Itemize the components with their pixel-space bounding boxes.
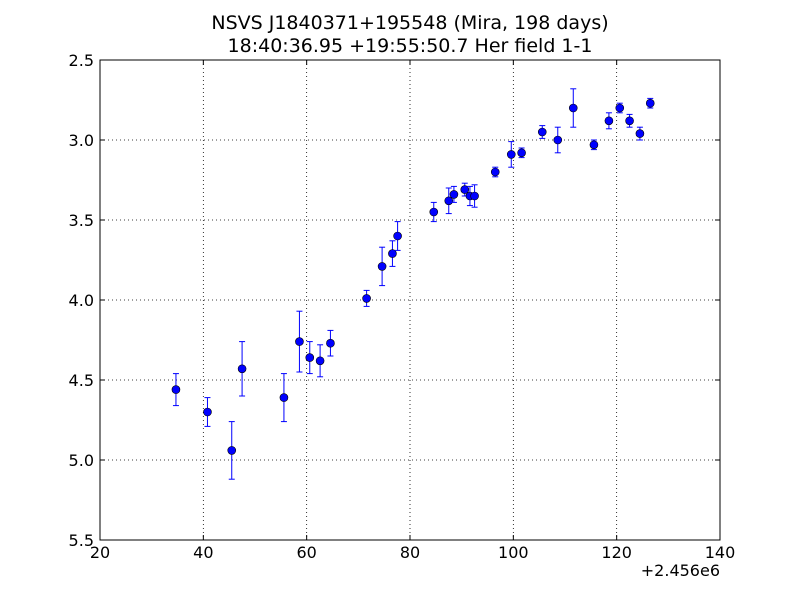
- y-tick-label: 4.5: [69, 371, 94, 390]
- data-point: [568, 88, 578, 128]
- data-point: [362, 289, 371, 307]
- data-point: [305, 341, 315, 375]
- data-marker: [568, 103, 578, 113]
- data-marker: [326, 338, 335, 348]
- grid: [100, 60, 720, 540]
- data-marker: [279, 393, 289, 402]
- x-tick-label: 40: [193, 543, 213, 562]
- data-marker: [460, 185, 470, 194]
- data-point: [490, 166, 500, 178]
- data-marker: [537, 127, 547, 137]
- data-point: [553, 126, 563, 154]
- data-marker: [203, 407, 212, 417]
- data-marker: [449, 190, 459, 199]
- data-marker: [645, 98, 655, 108]
- data-marker: [553, 135, 563, 145]
- data-point: [429, 201, 439, 223]
- data-marker: [227, 446, 237, 455]
- data-point: [444, 187, 454, 215]
- x-tick-label: 140: [705, 543, 736, 562]
- chart-title-line-2: 18:40:36.95 +19:55:50.7 Her field 1-1: [228, 35, 593, 57]
- y-tick-label: 3.5: [69, 211, 94, 230]
- data-point: [537, 125, 547, 139]
- data-point: [377, 246, 387, 287]
- data-marker: [377, 262, 387, 271]
- y-tick-label: 5.0: [69, 451, 94, 470]
- data-marker: [506, 150, 516, 159]
- data-point: [326, 329, 335, 357]
- data-point: [635, 126, 645, 141]
- data-marker: [305, 353, 315, 362]
- data-marker: [388, 249, 397, 258]
- data-point: [449, 185, 459, 203]
- data-marker: [362, 294, 371, 303]
- data-series: [171, 88, 655, 480]
- x-tick-label: 20: [90, 543, 110, 562]
- data-point: [604, 112, 614, 130]
- data-point: [388, 240, 397, 267]
- data-marker: [625, 116, 634, 126]
- data-marker: [171, 385, 181, 394]
- data-point: [237, 341, 247, 397]
- x-tick-label: 100: [498, 543, 529, 562]
- y-tick-label: 2.5: [69, 51, 94, 70]
- data-marker: [444, 196, 454, 206]
- data-point: [589, 139, 599, 151]
- data-marker: [604, 116, 614, 126]
- y-tick-label: 5.5: [69, 531, 94, 550]
- data-marker: [393, 231, 402, 241]
- x-axis-offset-label: +2.456e6: [641, 561, 720, 580]
- data-marker: [429, 207, 439, 217]
- data-marker: [470, 191, 479, 201]
- x-tick-label: 120: [601, 543, 632, 562]
- data-point: [506, 141, 516, 168]
- data-point: [470, 184, 479, 208]
- data-point: [517, 147, 526, 159]
- x-tick-label: 60: [296, 543, 316, 562]
- data-point: [625, 113, 634, 128]
- data-point: [615, 102, 625, 114]
- data-marker: [615, 103, 625, 113]
- data-point: [393, 221, 402, 251]
- data-point: [279, 373, 289, 423]
- y-tick-label: 4.0: [69, 291, 94, 310]
- data-marker: [517, 148, 526, 158]
- x-tick-label: 80: [400, 543, 420, 562]
- data-point: [227, 421, 237, 480]
- data-point: [460, 182, 470, 197]
- data-marker: [635, 129, 645, 138]
- data-point: [171, 373, 181, 407]
- data-point: [645, 97, 655, 109]
- data-point: [295, 310, 304, 373]
- data-marker: [315, 356, 325, 366]
- axis-ticks: 20 40 60 80 100 120 140 2.5 3.0 3.5 4.0 4.5 5.0 5.5: [69, 51, 736, 562]
- data-marker: [589, 140, 599, 150]
- data-marker: [295, 337, 304, 346]
- data-point: [203, 397, 212, 427]
- data-point: [315, 344, 325, 378]
- data-marker: [490, 167, 500, 177]
- data-marker: [237, 364, 247, 374]
- chart-title-line-1: NSVS J1840371+195548 (Mira, 198 days): [211, 12, 608, 34]
- y-tick-label: 3.0: [69, 131, 94, 150]
